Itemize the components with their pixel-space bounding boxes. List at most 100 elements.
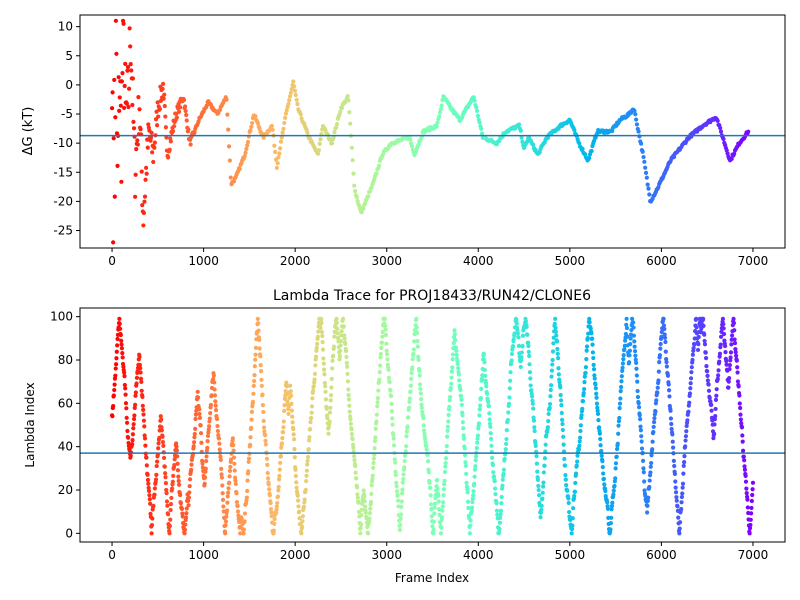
lambda-point bbox=[446, 419, 451, 424]
lambda-point bbox=[408, 389, 413, 394]
lambda-point bbox=[642, 488, 647, 493]
lambda-point bbox=[385, 357, 390, 362]
lambda-point bbox=[641, 470, 646, 475]
lambda-point bbox=[531, 418, 537, 423]
lambda-chart-title: Lambda Trace for PROJ18433/RUN42/CLONE6 bbox=[273, 288, 591, 304]
dg-point bbox=[636, 129, 641, 134]
lambda-point bbox=[219, 466, 224, 471]
dg-y-tick-label: -20 bbox=[53, 194, 73, 208]
lambda-point bbox=[391, 432, 396, 437]
dg-point bbox=[471, 95, 476, 100]
dg-point bbox=[732, 151, 737, 157]
dg-point bbox=[472, 98, 477, 103]
lambda-point bbox=[276, 477, 282, 482]
dg-point bbox=[139, 169, 144, 174]
lambda-point bbox=[461, 426, 466, 431]
lambda-point bbox=[749, 498, 754, 504]
lambda-point bbox=[486, 404, 491, 409]
lambda-point bbox=[391, 436, 396, 441]
lambda-point bbox=[621, 357, 626, 362]
lambda-point bbox=[541, 470, 546, 475]
lambda-point bbox=[689, 370, 694, 375]
lambda-point bbox=[609, 515, 614, 520]
dg-point bbox=[176, 109, 182, 114]
lambda-point bbox=[702, 342, 708, 347]
lambda-point bbox=[296, 504, 301, 509]
lambda-point bbox=[356, 500, 361, 505]
lambda-points bbox=[109, 316, 756, 536]
lambda-point bbox=[168, 507, 173, 513]
lambda-point bbox=[600, 459, 605, 464]
lambda-point bbox=[272, 516, 277, 522]
lambda-point bbox=[300, 524, 305, 529]
lambda-point bbox=[160, 434, 165, 439]
lambda-point bbox=[567, 509, 572, 515]
lambda-point bbox=[263, 433, 268, 438]
lambda-point bbox=[591, 355, 596, 361]
lambda-point bbox=[588, 326, 593, 331]
dg-point bbox=[479, 126, 484, 131]
lambda-point bbox=[269, 514, 274, 519]
lambda-point bbox=[632, 344, 637, 349]
dg-point bbox=[318, 137, 323, 142]
lambda-point bbox=[681, 471, 686, 476]
dg-point bbox=[125, 65, 131, 70]
lambda-point bbox=[505, 417, 511, 423]
dg-point bbox=[122, 83, 127, 89]
lambda-point bbox=[126, 435, 131, 440]
lambda-point bbox=[278, 453, 283, 459]
lambda-point bbox=[726, 385, 731, 390]
lambda-point bbox=[467, 531, 472, 536]
lambda-point bbox=[614, 446, 620, 452]
dg-point bbox=[718, 129, 724, 134]
lambda-point bbox=[410, 365, 415, 370]
lambda-point bbox=[235, 504, 240, 509]
lambda-point bbox=[290, 414, 295, 419]
lambda-point bbox=[286, 411, 291, 416]
lambda-point bbox=[223, 531, 228, 536]
dg-point bbox=[160, 86, 165, 91]
dg-point bbox=[671, 154, 677, 160]
lambda-point bbox=[152, 492, 157, 497]
lambda-point bbox=[705, 369, 710, 374]
lambda-point bbox=[264, 456, 270, 461]
lambda-point bbox=[552, 321, 557, 326]
lambda-point bbox=[558, 385, 563, 390]
lambda-point bbox=[141, 407, 146, 412]
lambda-point bbox=[259, 383, 264, 388]
lambda-point bbox=[289, 401, 294, 406]
dg-point bbox=[346, 98, 351, 103]
dg-point bbox=[143, 177, 148, 182]
dg-point bbox=[156, 114, 161, 119]
lambda-point bbox=[439, 525, 444, 530]
lambda-point bbox=[733, 346, 738, 352]
lambda-point bbox=[305, 462, 310, 467]
lambda-point bbox=[168, 517, 173, 522]
lambda-point bbox=[311, 388, 316, 393]
lambda-point bbox=[556, 372, 561, 377]
lambda-point bbox=[569, 531, 574, 536]
lambda-point bbox=[291, 427, 296, 432]
lambda-point bbox=[350, 436, 355, 442]
lambda-point bbox=[292, 455, 297, 460]
lambda-point bbox=[595, 408, 600, 413]
dg-point bbox=[295, 102, 300, 107]
lambda-point bbox=[271, 528, 277, 533]
lambda-point bbox=[118, 326, 123, 331]
lambda-point bbox=[309, 404, 315, 409]
lambda-point bbox=[540, 496, 545, 501]
lambda-point bbox=[232, 461, 237, 466]
lambda-point bbox=[204, 454, 209, 459]
lambda-point bbox=[119, 346, 125, 351]
dg-point bbox=[721, 136, 726, 142]
lambda-point bbox=[732, 328, 737, 333]
lambda-point bbox=[680, 481, 686, 486]
dg-point bbox=[294, 97, 299, 102]
lambda-point bbox=[670, 439, 675, 444]
dg-y-axis-label: ΔG (kT) bbox=[21, 107, 36, 156]
lambda-point bbox=[651, 424, 656, 430]
lambda-point bbox=[735, 370, 740, 375]
lambda-point bbox=[162, 464, 167, 469]
lambda-point bbox=[589, 331, 594, 336]
lambda-point bbox=[259, 377, 264, 382]
